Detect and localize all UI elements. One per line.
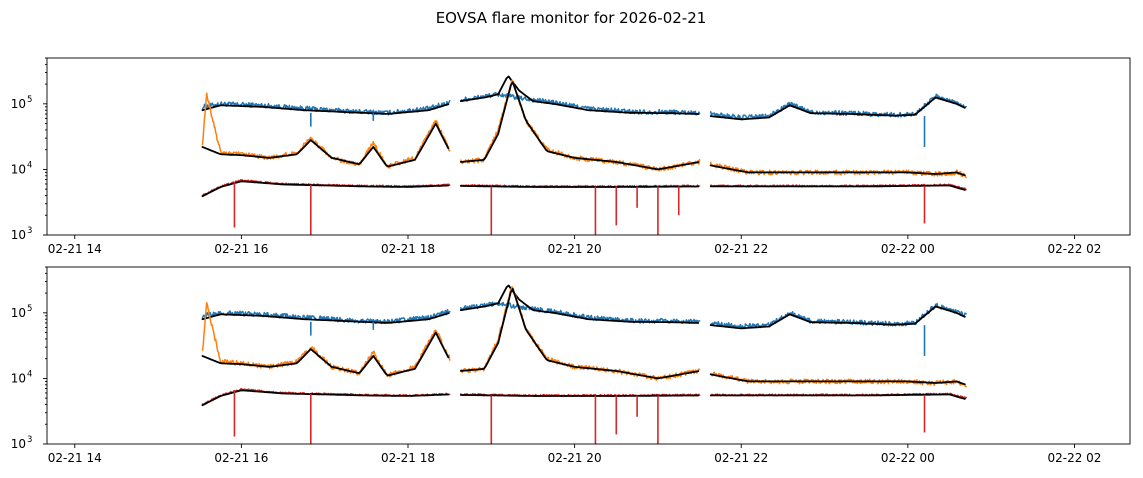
x-tick-label: 02-21 18 — [381, 451, 435, 465]
x-tick-label: 02-21 22 — [714, 451, 768, 465]
y-tick-exponent: 4 — [27, 160, 32, 170]
figure-title: EOVSA flare monitor for 2026-02-21 — [436, 9, 707, 27]
series-3-segment-1 — [459, 288, 700, 380]
y-tick-exponent: 4 — [27, 369, 32, 379]
y-tick-label: 10 — [11, 437, 26, 451]
series-3-segment-0 — [201, 331, 450, 377]
x-tick-label: 02-21 20 — [548, 242, 602, 256]
y-tick-label: 10 — [11, 162, 26, 176]
series-1-segment-2 — [709, 305, 966, 330]
y-tick-exponent: 3 — [27, 226, 32, 236]
y-tick-exponent: 3 — [27, 435, 32, 445]
x-tick-label: 02-21 18 — [381, 242, 435, 256]
series-1-segment-0 — [201, 103, 450, 115]
x-tick-label: 02-21 14 — [48, 242, 102, 256]
series-2-segment-1 — [460, 286, 701, 381]
series-5-segment-0 — [201, 389, 450, 407]
series-2-segment-2 — [709, 371, 967, 388]
series-3-segment-2 — [709, 164, 966, 177]
y-tick-label: 10 — [11, 97, 26, 111]
x-tick-label: 02-22 02 — [1047, 242, 1101, 256]
y-tick-exponent: 5 — [27, 95, 32, 105]
y-tick-base: 10 — [11, 437, 26, 451]
axes-frame — [46, 57, 1131, 236]
y-tick-base: 10 — [11, 306, 26, 320]
x-tick-label: 02-21 22 — [714, 242, 768, 256]
series-5-segment-0 — [201, 180, 450, 198]
series-0-segment-0 — [201, 99, 451, 116]
x-tick-label: 02-22 00 — [881, 451, 935, 465]
x-tick-label: 02-21 16 — [214, 451, 268, 465]
plot-area — [201, 75, 967, 235]
y-tick-base: 10 — [11, 228, 26, 242]
series-1-segment-1 — [459, 75, 700, 115]
chart-panel-bottom: 02-21 14 02-21 16 02-21 18 02-21 20 02-21 22… — [11, 266, 1131, 465]
series-1-segment-2 — [709, 96, 966, 121]
series-3-segment-1 — [459, 81, 700, 171]
y-tick-base: 10 — [11, 97, 26, 111]
x-tick-label: 02-22 02 — [1047, 451, 1101, 465]
plot-area — [201, 284, 967, 444]
series-5-segment-2 — [709, 393, 966, 400]
series-3-segment-2 — [709, 373, 966, 386]
x-tick-label: 02-22 00 — [881, 242, 935, 256]
y-tick-label: 10 — [11, 371, 26, 385]
y-tick-base: 10 — [11, 162, 26, 176]
series-0-segment-1 — [460, 300, 701, 325]
series-1-segment-1 — [459, 284, 700, 324]
y-tick-base: 10 — [11, 371, 26, 385]
series-3-segment-0 — [201, 122, 450, 168]
axes-frame — [46, 266, 1131, 445]
series-0-segment-1 — [460, 91, 701, 116]
series-1-segment-0 — [201, 312, 450, 324]
y-tick-exponent: 5 — [27, 304, 32, 314]
x-tick-label: 02-21 14 — [48, 451, 102, 465]
series-0-segment-2 — [709, 302, 967, 330]
series-2-segment-2 — [709, 161, 967, 179]
series-0-segment-2 — [709, 93, 967, 121]
x-tick-label: 02-21 16 — [214, 242, 268, 256]
y-tick-label: 10 — [11, 228, 26, 242]
x-tick-label: 02-21 20 — [548, 451, 602, 465]
series-5-segment-2 — [709, 184, 966, 191]
series-2-segment-0 — [201, 92, 451, 169]
y-tick-label: 10 — [11, 306, 26, 320]
chart-panel-top: 02-21 14 02-21 16 02-21 18 02-21 20 02-21 22… — [11, 57, 1131, 256]
